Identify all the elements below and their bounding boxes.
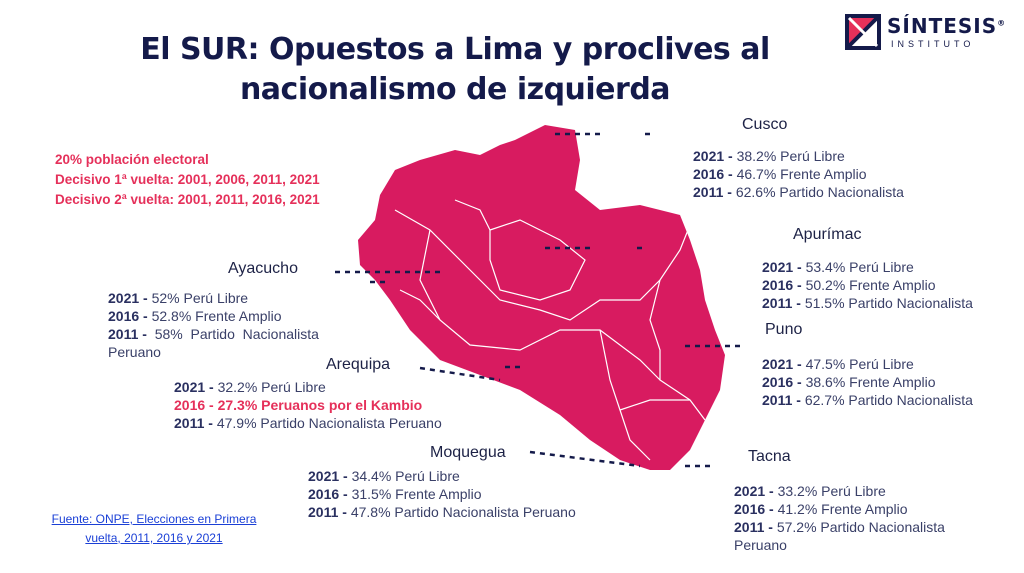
map-borders xyxy=(394,199,706,461)
logo-subtitle: INSTITUTO xyxy=(891,39,975,49)
summary-line3: Decisivo 2ª vuelta: 2001, 2011, 2016, 20… xyxy=(55,192,320,207)
source-link[interactable]: Fuente: ONPE, Elecciones en Primera vuel… xyxy=(51,512,257,545)
connector-moquegua xyxy=(529,450,641,468)
region-cusco-name: Cusco xyxy=(742,116,788,133)
region-tacna-results: 2021 - 33.2% Perú Libre 2016 - 41.2% Fre… xyxy=(734,483,945,553)
region-apurimac-results: 2021 - 53.4% Perú Libre 2016 - 50.2% Fre… xyxy=(762,259,973,311)
logo-mark-icon xyxy=(845,14,881,50)
sintesis-logo: SÍNTESIS® INSTITUTO xyxy=(845,14,1005,54)
title-line1: El SUR: Opuestos a Lima y proclives al xyxy=(140,32,770,67)
summary-line2: Decisivo 1ª vuelta: 2001, 2006, 2011, 20… xyxy=(55,172,320,187)
region-apurimac-name: Apurímac xyxy=(793,226,862,243)
summary-line1: 20% población electoral xyxy=(55,152,209,167)
title-line2: nacionalismo de izquierda xyxy=(239,72,671,107)
region-puno-results: 2021 - 47.5% Perú Libre 2016 - 38.6% Fre… xyxy=(762,356,973,408)
region-ayacucho-name: Ayacucho xyxy=(228,260,298,277)
map-shape xyxy=(358,125,725,470)
connector-arequipa xyxy=(419,366,501,382)
region-arequipa-name: Arequipa xyxy=(326,356,391,373)
region-ayacucho-results: 2021 - 52% Perú Libre 2016 - 52.8% Frent… xyxy=(108,290,319,360)
region-moquegua-results: 2021 - 34.4% Perú Libre 2016 - 31.5% Fre… xyxy=(308,468,576,520)
logo-wordmark: SÍNTESIS® xyxy=(887,14,1007,38)
region-moquegua-name: Moquegua xyxy=(430,444,506,461)
region-tacna-name: Tacna xyxy=(748,448,791,465)
region-puno-name: Puno xyxy=(765,321,803,338)
page-title: El SUR: Opuestos a Lima y proclives al n… xyxy=(130,30,780,110)
connector-lines xyxy=(335,132,740,468)
region-arequipa-results: 2021 - 32.2% Perú Libre 2016 - 27.3% Per… xyxy=(174,379,442,431)
summary-stats: 20% población electoral Decisivo 1ª vuel… xyxy=(55,150,320,210)
region-cusco-results: 2021 - 38.2% Perú Libre 2016 - 46.7% Fre… xyxy=(693,148,904,200)
